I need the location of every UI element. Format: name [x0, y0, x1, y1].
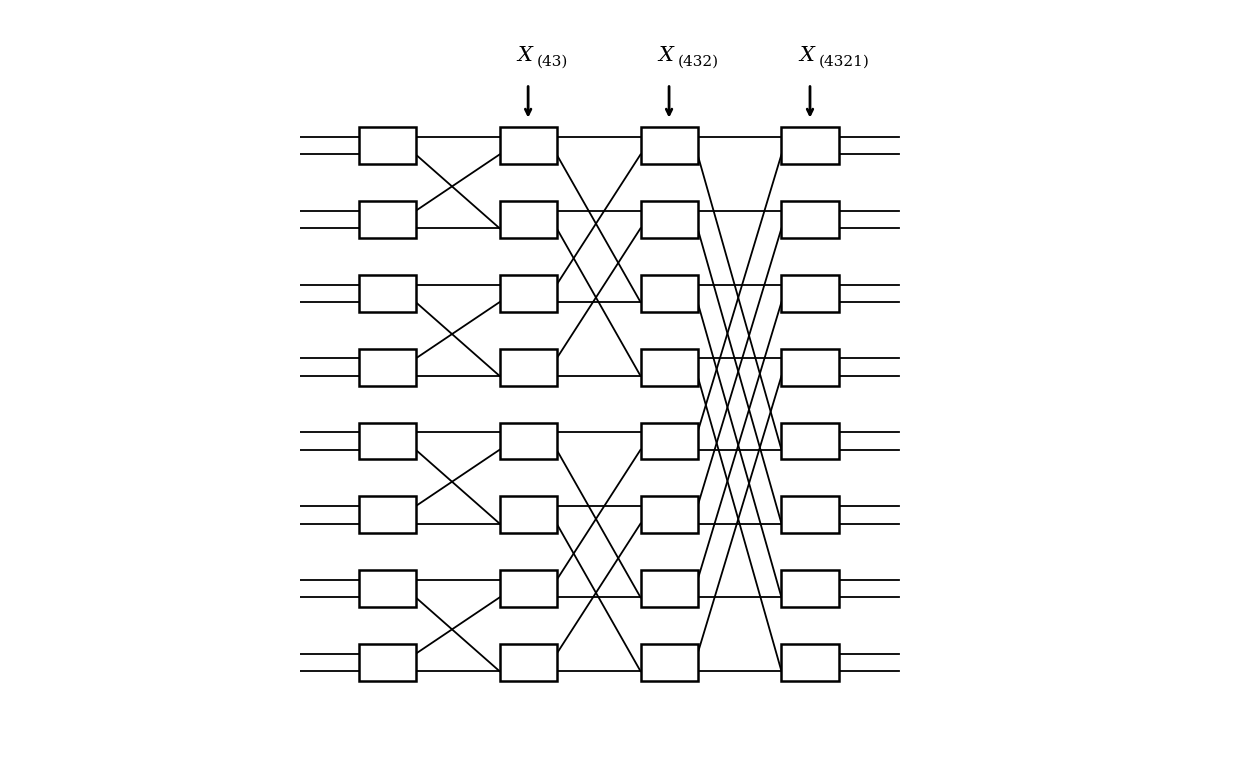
Bar [358, 423, 415, 459]
Text: (432): (432) [678, 54, 719, 68]
Bar [358, 644, 415, 681]
Bar [781, 201, 838, 238]
Bar [500, 423, 557, 459]
Bar [500, 570, 557, 607]
Bar [781, 496, 838, 533]
Bar [358, 275, 415, 312]
Bar [641, 644, 698, 681]
Bar [641, 570, 698, 607]
Bar [641, 349, 698, 386]
Bar [781, 423, 838, 459]
Text: X: X [800, 46, 815, 65]
Text: (4321): (4321) [818, 54, 869, 68]
Bar [641, 496, 698, 533]
Bar [358, 496, 415, 533]
Bar [500, 201, 557, 238]
Bar [500, 275, 557, 312]
Bar [781, 127, 838, 164]
Bar [500, 127, 557, 164]
Bar [358, 349, 415, 386]
Bar [500, 496, 557, 533]
Bar [500, 644, 557, 681]
Bar [781, 349, 838, 386]
Bar [781, 644, 838, 681]
Bar [358, 570, 415, 607]
Bar [641, 127, 698, 164]
Bar [641, 423, 698, 459]
Bar [641, 201, 698, 238]
Text: X: X [658, 46, 673, 65]
Bar [500, 349, 557, 386]
Bar [641, 275, 698, 312]
Bar [781, 570, 838, 607]
Bar [781, 275, 838, 312]
Text: X: X [517, 46, 532, 65]
Bar [358, 127, 415, 164]
Bar [358, 201, 415, 238]
Text: (43): (43) [537, 54, 568, 68]
